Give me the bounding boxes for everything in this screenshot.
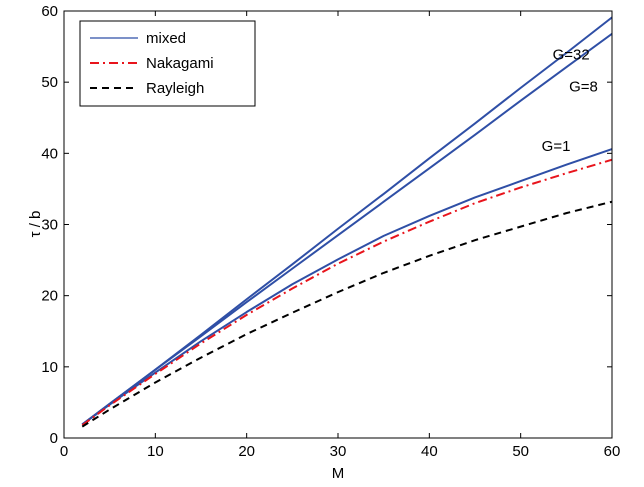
y-axis-label: τ / b xyxy=(27,211,44,238)
axis-ticks: 0 10 20 30 40 50 60 0 10 20 30 40 50 60 xyxy=(41,3,620,460)
y-tick-label: 30 xyxy=(41,217,58,234)
series-line-mixed-2 xyxy=(81,148,612,426)
x-tick-label: 10 xyxy=(147,443,164,460)
series-line-mixed-1 xyxy=(81,32,612,426)
legend-label: mixed xyxy=(146,30,186,47)
y-tick-label: 0 xyxy=(50,430,58,447)
y-tick-label: 50 xyxy=(41,74,58,91)
x-tick-label: 50 xyxy=(512,443,529,460)
curve-annotation: G=32 xyxy=(553,46,590,63)
y-tick-label: 10 xyxy=(41,359,58,376)
curve-annotation: G=8 xyxy=(569,78,598,95)
y-tick-label: 40 xyxy=(41,145,58,162)
x-tick-label: 20 xyxy=(238,443,255,460)
legend: mixed Nakagami Rayleigh xyxy=(79,20,256,107)
x-tick-label: 30 xyxy=(330,443,347,460)
curve-annotations: G=32 G=8 G=1 xyxy=(542,46,598,155)
y-tick-label: 60 xyxy=(41,3,58,20)
curve-annotation: G=1 xyxy=(542,138,571,155)
x-tick-label: 60 xyxy=(604,443,621,460)
series-line-nakagami xyxy=(81,158,612,426)
x-tick-label: 0 xyxy=(60,443,68,460)
y-tick-label: 20 xyxy=(41,288,58,305)
series-layer xyxy=(81,16,612,428)
x-tick-label: 40 xyxy=(421,443,438,460)
legend-label: Nakagami xyxy=(146,55,214,72)
x-axis-label: M xyxy=(332,465,345,482)
series-line-rayleigh xyxy=(81,200,612,428)
legend-label: Rayleigh xyxy=(146,80,204,97)
plot-frame xyxy=(63,10,613,439)
